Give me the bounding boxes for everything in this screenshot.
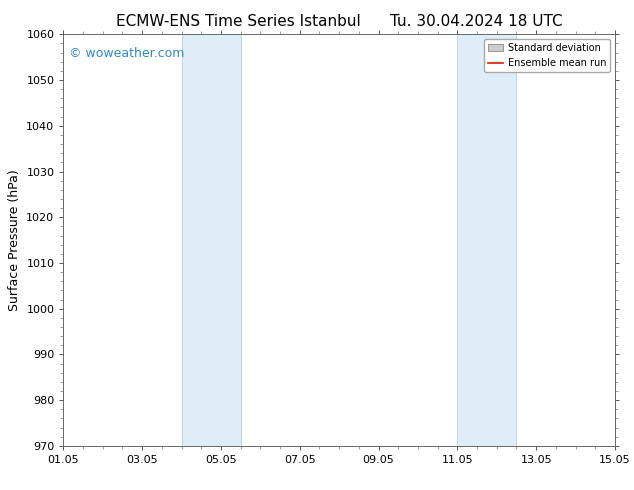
Bar xyxy=(181,34,241,446)
Legend: Standard deviation, Ensemble mean run: Standard deviation, Ensemble mean run xyxy=(484,39,610,72)
Bar xyxy=(457,34,517,446)
Text: © woweather.com: © woweather.com xyxy=(69,47,184,60)
Y-axis label: Surface Pressure (hPa): Surface Pressure (hPa) xyxy=(8,169,21,311)
Title: ECMW-ENS Time Series Istanbul      Tu. 30.04.2024 18 UTC: ECMW-ENS Time Series Istanbul Tu. 30.04.… xyxy=(116,14,562,29)
